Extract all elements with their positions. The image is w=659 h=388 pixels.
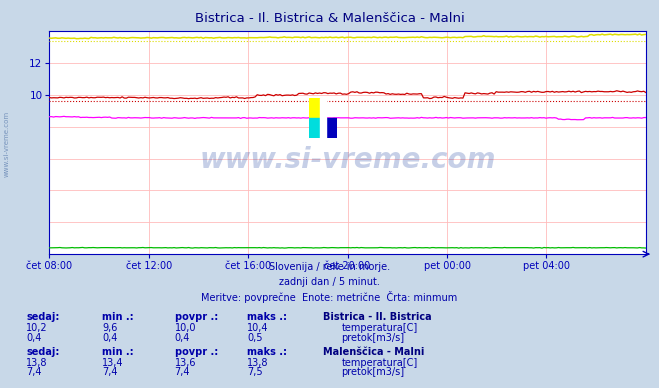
Text: 10,2: 10,2: [26, 323, 48, 333]
Text: 13,8: 13,8: [26, 358, 48, 368]
Text: Malenščica - Malni: Malenščica - Malni: [323, 347, 424, 357]
Text: 9,6: 9,6: [102, 323, 117, 333]
Text: sedaj:: sedaj:: [26, 347, 60, 357]
Text: Slovenija / reke in morje.: Slovenija / reke in morje.: [269, 262, 390, 272]
Text: sedaj:: sedaj:: [26, 312, 60, 322]
Text: 0,4: 0,4: [175, 333, 190, 343]
Text: zadnji dan / 5 minut.: zadnji dan / 5 minut.: [279, 277, 380, 287]
Text: 7,5: 7,5: [247, 367, 263, 378]
Text: Meritve: povprečne  Enote: metrične  Črta: minmum: Meritve: povprečne Enote: metrične Črta:…: [202, 291, 457, 303]
Text: 0,5: 0,5: [247, 333, 263, 343]
Text: min .:: min .:: [102, 312, 134, 322]
Text: temperatura[C]: temperatura[C]: [341, 358, 418, 368]
Text: temperatura[C]: temperatura[C]: [341, 323, 418, 333]
Text: www.si-vreme.com: www.si-vreme.com: [200, 146, 496, 175]
Text: maks .:: maks .:: [247, 347, 287, 357]
Text: 0,4: 0,4: [26, 333, 42, 343]
Text: 13,4: 13,4: [102, 358, 124, 368]
Text: 10,4: 10,4: [247, 323, 269, 333]
Text: 7,4: 7,4: [26, 367, 42, 378]
Text: 13,8: 13,8: [247, 358, 269, 368]
Text: maks .:: maks .:: [247, 312, 287, 322]
Text: povpr .:: povpr .:: [175, 347, 218, 357]
Text: pretok[m3/s]: pretok[m3/s]: [341, 367, 405, 378]
Text: 7,4: 7,4: [102, 367, 118, 378]
Text: 10,0: 10,0: [175, 323, 196, 333]
Text: pretok[m3/s]: pretok[m3/s]: [341, 333, 405, 343]
Text: min .:: min .:: [102, 347, 134, 357]
Text: 13,6: 13,6: [175, 358, 196, 368]
Text: www.si-vreme.com: www.si-vreme.com: [3, 111, 9, 177]
Text: Bistrica - Il. Bistrica: Bistrica - Il. Bistrica: [323, 312, 432, 322]
Text: 7,4: 7,4: [175, 367, 190, 378]
Text: Bistrica - Il. Bistrica & Malenščica - Malni: Bistrica - Il. Bistrica & Malenščica - M…: [194, 12, 465, 26]
Text: povpr .:: povpr .:: [175, 312, 218, 322]
Text: 0,4: 0,4: [102, 333, 117, 343]
